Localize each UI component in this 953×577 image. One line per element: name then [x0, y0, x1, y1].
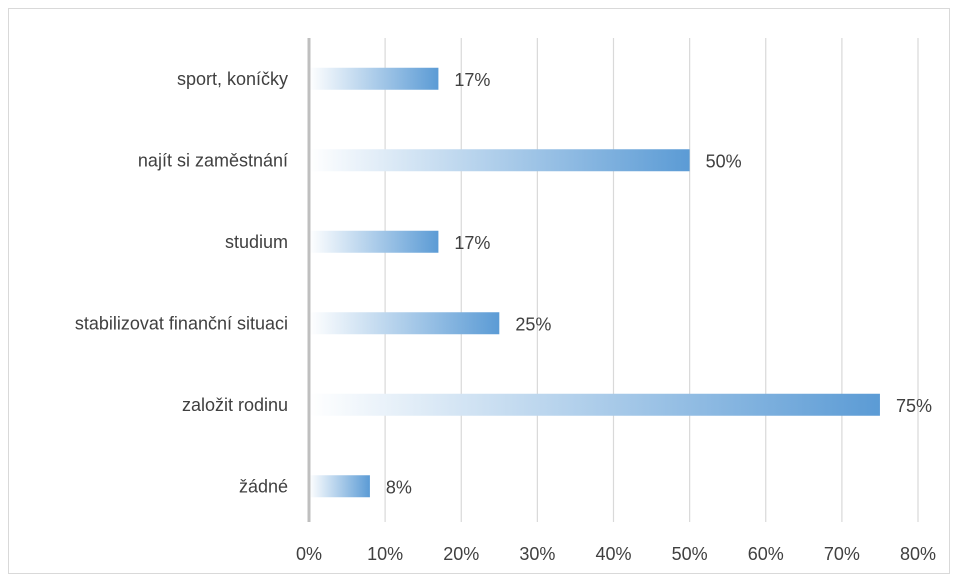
bar [309, 230, 439, 253]
x-tick-label: 20% [443, 544, 479, 564]
data-label: 17% [454, 233, 490, 253]
x-tick-label: 80% [900, 544, 936, 564]
category-label: studium [225, 232, 288, 252]
category-label: najít si zaměstnání [138, 150, 288, 170]
x-tick-labels: 0% 10% 20% 30% 40% 50% 60% 70% 80% [296, 544, 936, 564]
x-tick-label: 0% [296, 544, 322, 564]
data-labels: 17% 50% 17% 25% 75% 8% [386, 70, 932, 498]
category-label: stabilizovat finanční situaci [75, 313, 288, 333]
x-tick-label: 40% [595, 544, 631, 564]
bars [309, 67, 880, 498]
x-tick-label: 30% [519, 544, 555, 564]
x-tick-label: 70% [824, 544, 860, 564]
data-label: 8% [386, 477, 412, 497]
gridlines [384, 38, 919, 522]
bar [309, 312, 500, 335]
category-label: sport, koníčky [177, 69, 288, 89]
bar [309, 67, 439, 90]
data-label: 75% [896, 396, 932, 416]
chart-frame [8, 8, 950, 574]
x-tick-label: 50% [672, 544, 708, 564]
category-label: založit rodinu [182, 395, 288, 415]
bar [309, 475, 370, 498]
x-tick-label: 10% [367, 544, 403, 564]
category-labels: sport, koníčky najít si zaměstnání studium… [75, 69, 288, 497]
data-label: 17% [454, 70, 490, 90]
data-label: 50% [706, 151, 742, 171]
bar [309, 393, 880, 416]
bar [309, 149, 690, 172]
category-label: žádné [239, 476, 288, 496]
data-label: 25% [515, 314, 551, 334]
x-tick-label: 60% [748, 544, 784, 564]
